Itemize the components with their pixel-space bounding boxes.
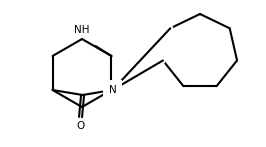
Text: N: N	[109, 85, 117, 95]
Text: O: O	[76, 121, 85, 131]
Text: N: N	[109, 85, 117, 95]
Text: NH: NH	[74, 25, 90, 35]
